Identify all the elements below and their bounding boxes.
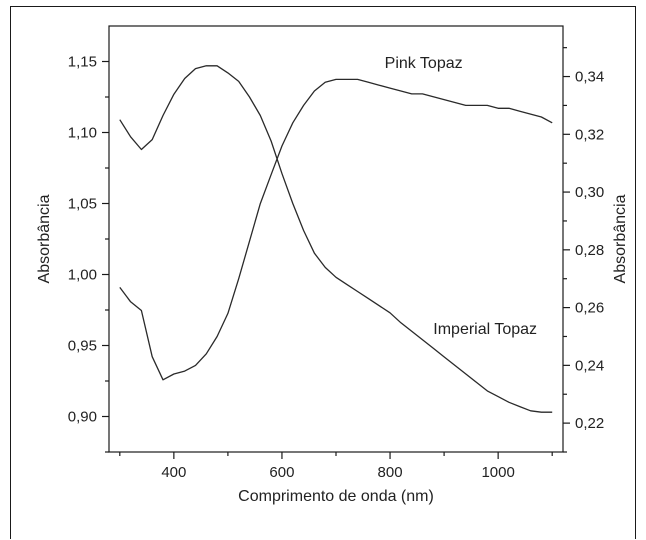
x-axis-title: Comprimento de onda (nm)	[238, 488, 434, 505]
y-left-tick-label: 1,15	[68, 54, 97, 71]
y-right-axis-title: Absorbância	[612, 194, 629, 283]
y-left-tick-label: 1,05	[68, 196, 97, 213]
absorbance-chart: 400 600 800 1000 0,90 0,95 1,00 1,05 1,10 1,15 0…	[36, 25, 629, 505]
y-left-axis-ticks: 0,90 0,95 1,00 1,05 1,10 1,15	[68, 54, 109, 453]
x-tick-label: 600	[269, 464, 294, 481]
series-line-pink-topaz	[119, 78, 553, 381]
y-right-tick-label: 0,24	[575, 357, 604, 374]
y-right-axis-ticks: 0,22 0,24 0,26 0,28 0,30 0,32 0,34	[563, 47, 604, 453]
y-right-tick-label: 0,32	[575, 126, 604, 143]
series-annotation-label: Imperial Topaz	[433, 321, 537, 338]
y-left-axis-title: Absorbância	[36, 194, 53, 283]
y-left-tick-label: 1,00	[68, 267, 97, 284]
figure-frame: 400 600 800 1000 0,90 0,95 1,00 1,05 1,10 1,15 0…	[10, 6, 636, 539]
y-left-tick-label: 0,95	[68, 338, 97, 355]
y-left-tick-label: 1,10	[68, 125, 97, 142]
y-right-tick-label: 0,34	[575, 69, 604, 86]
y-right-tick-label: 0,30	[575, 184, 604, 201]
series-layer	[119, 65, 553, 413]
series-annotation-label: Pink Topaz	[385, 55, 463, 72]
y-right-tick-label: 0,22	[575, 415, 604, 432]
x-tick-label: 400	[161, 464, 186, 481]
y-right-tick-label: 0,26	[575, 300, 604, 317]
x-axis-ticks: 400 600 800 1000	[119, 452, 553, 481]
series-line-imperial-topaz	[119, 65, 553, 413]
y-left-tick-label: 0,90	[68, 409, 97, 426]
annotation-layer: Pink Topaz Imperial Topaz	[385, 55, 537, 338]
x-tick-label: 800	[378, 464, 403, 481]
y-right-tick-label: 0,28	[575, 242, 604, 259]
x-tick-label: 1000	[481, 464, 514, 481]
